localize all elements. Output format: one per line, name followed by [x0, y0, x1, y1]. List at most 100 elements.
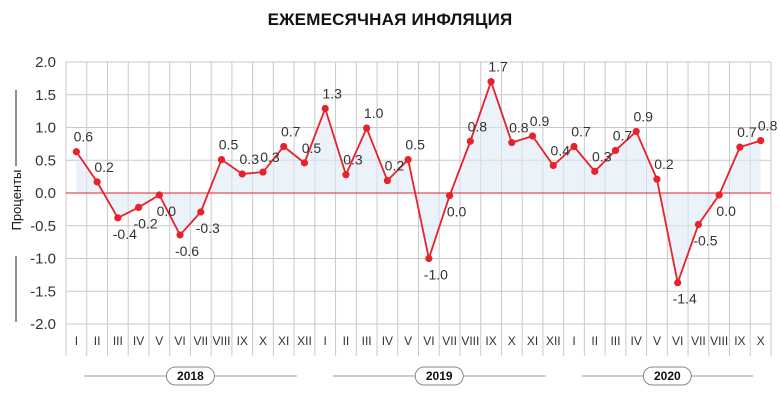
data-point: [363, 124, 371, 132]
data-point: [383, 176, 391, 185]
data-label: 0.8: [758, 118, 778, 134]
x-tick-label: X: [259, 334, 267, 348]
data-label: 0.8: [509, 120, 529, 136]
x-tick-label: III: [113, 334, 123, 348]
data-point: [176, 231, 184, 239]
data-point: [217, 155, 226, 164]
x-tick-label: II: [343, 334, 350, 348]
data-label: 0.5: [302, 140, 322, 156]
data-point: [114, 214, 122, 222]
series-line: [75, 78, 761, 287]
x-tick-label: IX: [734, 334, 745, 348]
y-tick-label: 0.0: [35, 185, 56, 202]
x-tick-label: IV: [382, 334, 393, 348]
x-tick-label: I: [324, 334, 327, 348]
data-label: 0.3: [592, 148, 612, 164]
x-tick-label: IV: [631, 334, 642, 348]
data-label: -0.3: [196, 220, 220, 236]
data-point: [72, 148, 80, 156]
data-label: 0.7: [571, 123, 591, 139]
x-tick-label: XI: [278, 334, 289, 348]
data-label: -0.2: [134, 215, 158, 231]
x-tick-label: V: [653, 334, 661, 348]
data-point: [508, 138, 516, 147]
x-tick-label: X: [757, 334, 765, 348]
x-tick-label: XII: [546, 334, 561, 348]
x-tick-label: III: [362, 334, 372, 348]
data-point: [155, 191, 163, 199]
data-label: 0.3: [343, 152, 363, 168]
data-point: [694, 220, 703, 229]
data-label: 0.7: [281, 123, 301, 139]
y-tick-label: -1.0: [30, 251, 56, 268]
data-point: [674, 279, 682, 287]
data-point: [611, 146, 620, 155]
y-tick-label: 0.5: [35, 152, 56, 169]
y-tick-label: 1.5: [35, 87, 56, 104]
data-label: 0.7: [737, 124, 757, 140]
x-tick-label: XII: [297, 334, 312, 348]
data-label: -0.5: [693, 232, 717, 248]
year-pill: [165, 366, 215, 386]
x-tick-label: VIII: [710, 334, 728, 348]
data-label: 0.9: [633, 108, 653, 124]
x-tick-label: V: [155, 334, 163, 348]
x-tick-label: II: [94, 334, 101, 348]
data-point: [321, 104, 329, 113]
x-tick-label: XI: [527, 334, 538, 348]
x-tick-label: V: [404, 334, 412, 348]
x-tick-label: IX: [237, 334, 248, 348]
data-label: 0.5: [405, 137, 425, 153]
y-tick-label: -1.5: [30, 283, 56, 300]
data-point: [134, 203, 143, 212]
data-label: 0.4: [551, 142, 571, 158]
data-label: 0.0: [157, 203, 177, 219]
data-label: 0.7: [613, 127, 633, 143]
data-point: [259, 168, 267, 176]
data-point: [528, 132, 537, 140]
year-pill: [642, 366, 692, 386]
data-label: 1.0: [364, 105, 384, 121]
data-point: [425, 254, 433, 263]
chart-title: ЕЖЕМЕСЯЧНАЯ ИНФЛЯЦИЯ: [267, 10, 513, 29]
y-tick-label: -0.5: [30, 218, 56, 235]
data-point: [736, 143, 744, 151]
y-axis-label: Проценты: [9, 170, 24, 231]
year-label: 2020: [654, 369, 681, 383]
y-tick-label: 1.0: [35, 120, 56, 137]
data-point: [342, 171, 350, 179]
data-point: [591, 167, 599, 175]
x-tick-label: VIII: [461, 334, 479, 348]
data-point: [197, 208, 205, 216]
data-label: 0.0: [447, 204, 467, 220]
y-tick-label: 2.0: [35, 54, 56, 71]
data-point: [93, 178, 101, 186]
data-label: 0.6: [74, 129, 94, 145]
data-point: [487, 78, 495, 86]
year-label: 2019: [426, 369, 453, 383]
data-point: [632, 127, 640, 136]
data-point: [653, 175, 661, 183]
data-label: 0.3: [260, 149, 280, 165]
x-tick-label: IX: [485, 334, 496, 348]
data-label: 0.0: [716, 203, 736, 219]
data-point: [404, 155, 412, 164]
y-tick-label: -2.0: [30, 316, 56, 333]
data-label: 0.9: [530, 113, 550, 129]
x-tick-label: I: [75, 334, 78, 348]
data-point: [715, 191, 723, 199]
data-point: [466, 137, 474, 145]
x-tick-label: VI: [672, 334, 683, 348]
x-tick-label: VIII: [213, 334, 231, 348]
data-point: [238, 170, 246, 178]
x-tick-label: I: [572, 334, 575, 348]
x-tick-label: IV: [133, 334, 144, 348]
x-tick-label: III: [610, 334, 620, 348]
data-point: [280, 142, 288, 151]
data-point: [300, 159, 309, 167]
data-label: 0.2: [94, 159, 114, 175]
year-label: 2018: [177, 369, 204, 383]
data-point: [446, 192, 454, 200]
data-label: -1.0: [424, 267, 448, 283]
data-label: -0.6: [175, 243, 199, 259]
